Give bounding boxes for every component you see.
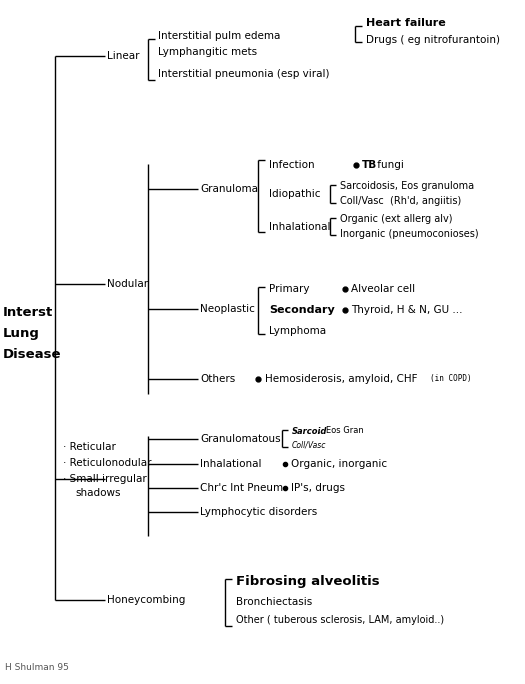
- Text: Sarcoidosis, Eos granuloma: Sarcoidosis, Eos granuloma: [340, 181, 474, 191]
- Text: Idiopathic: Idiopathic: [269, 189, 320, 199]
- Text: Inhalational: Inhalational: [269, 222, 331, 232]
- Text: Inhalational: Inhalational: [200, 459, 261, 469]
- Text: Inorganic (pneumoconioses): Inorganic (pneumoconioses): [340, 229, 479, 239]
- Text: Honeycombing: Honeycombing: [107, 595, 185, 605]
- Text: Heart failure: Heart failure: [366, 18, 446, 28]
- Text: Interstitial pulm edema: Interstitial pulm edema: [158, 31, 280, 41]
- Text: Thyroid, H & N, GU ...: Thyroid, H & N, GU ...: [351, 305, 463, 315]
- Text: IP's, drugs: IP's, drugs: [291, 483, 345, 493]
- Text: Interst
Lung
Disease: Interst Lung Disease: [3, 306, 61, 362]
- Text: Granulomatous: Granulomatous: [200, 434, 281, 444]
- Text: Bronchiectasis: Bronchiectasis: [236, 597, 312, 607]
- Text: Coll/Vasc  (Rh'd, angiitis): Coll/Vasc (Rh'd, angiitis): [340, 196, 461, 206]
- Text: Fibrosing alveolitis: Fibrosing alveolitis: [236, 575, 380, 588]
- Text: (in COPD): (in COPD): [430, 375, 471, 384]
- Text: Hemosiderosis, amyloid, CHF: Hemosiderosis, amyloid, CHF: [265, 374, 417, 384]
- Text: Others: Others: [200, 374, 235, 384]
- Text: Organic, inorganic: Organic, inorganic: [291, 459, 387, 469]
- Text: Linear: Linear: [107, 51, 140, 61]
- Text: Primary: Primary: [269, 284, 310, 294]
- Text: TB: TB: [362, 160, 377, 170]
- Text: ,  Eos Gran: , Eos Gran: [318, 427, 364, 436]
- Text: Lymphoma: Lymphoma: [269, 326, 326, 336]
- Text: Interstitial pneumonia (esp viral): Interstitial pneumonia (esp viral): [158, 69, 330, 79]
- Text: · Reticulonodular: · Reticulonodular: [63, 458, 152, 468]
- Text: Sarcoid: Sarcoid: [292, 427, 328, 436]
- Text: Granuloma: Granuloma: [200, 184, 258, 194]
- Text: Lymphangitic mets: Lymphangitic mets: [158, 47, 257, 57]
- Text: Drugs ( eg nitrofurantoin): Drugs ( eg nitrofurantoin): [366, 35, 500, 45]
- Text: Other ( tuberous sclerosis, LAM, amyloid..): Other ( tuberous sclerosis, LAM, amyloid…: [236, 615, 444, 625]
- Text: shadows: shadows: [75, 488, 121, 498]
- Text: Nodular: Nodular: [107, 279, 148, 289]
- Text: Infection: Infection: [269, 160, 314, 170]
- Text: Organic (ext allerg alv): Organic (ext allerg alv): [340, 214, 453, 224]
- Text: Secondary: Secondary: [269, 305, 335, 315]
- Text: · Reticular: · Reticular: [63, 442, 116, 452]
- Text: H Shulman 95: H Shulman 95: [5, 663, 69, 672]
- Text: · Small irregular: · Small irregular: [63, 474, 147, 484]
- Text: Alveolar cell: Alveolar cell: [351, 284, 415, 294]
- Text: Lymphocytic disorders: Lymphocytic disorders: [200, 507, 317, 517]
- Text: Coll/Vasc: Coll/Vasc: [292, 440, 327, 449]
- Text: fungi: fungi: [374, 160, 404, 170]
- Text: Chr'c Int Pneum: Chr'c Int Pneum: [200, 483, 283, 493]
- Text: Neoplastic: Neoplastic: [200, 304, 255, 314]
